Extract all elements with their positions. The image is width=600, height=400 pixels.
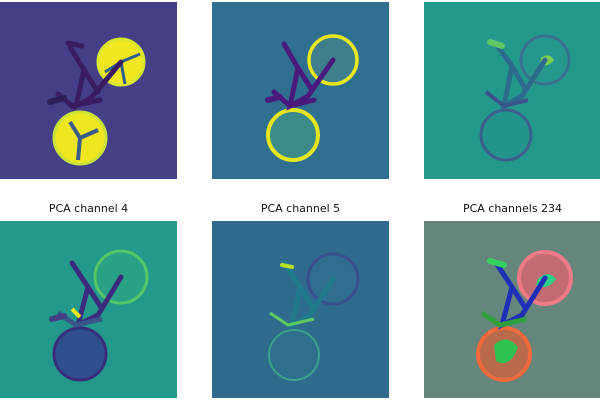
pca-panel-channel-2 — [212, 2, 389, 179]
subplot-title-ch4: PCA channel 4 — [48, 202, 129, 215]
bicycle-icon — [212, 2, 389, 179]
subplot-title-rgb234: PCA channels 234 — [462, 202, 563, 215]
pca-panel-channels-234-rgb — [424, 221, 600, 398]
subplot-title-ch5: PCA channel 5 — [260, 202, 341, 215]
bicycle-icon — [0, 2, 177, 179]
pca-panel-channel-5 — [212, 221, 389, 398]
bicycle-icon — [424, 2, 600, 179]
bicycle-icon — [212, 221, 389, 398]
pca-panel-channel-4 — [0, 221, 177, 398]
bicycle-icon — [424, 221, 600, 398]
bicycle-icon — [0, 221, 177, 398]
pca-panel-channel-3 — [424, 2, 600, 179]
pca-panel-channel-1 — [0, 2, 177, 179]
